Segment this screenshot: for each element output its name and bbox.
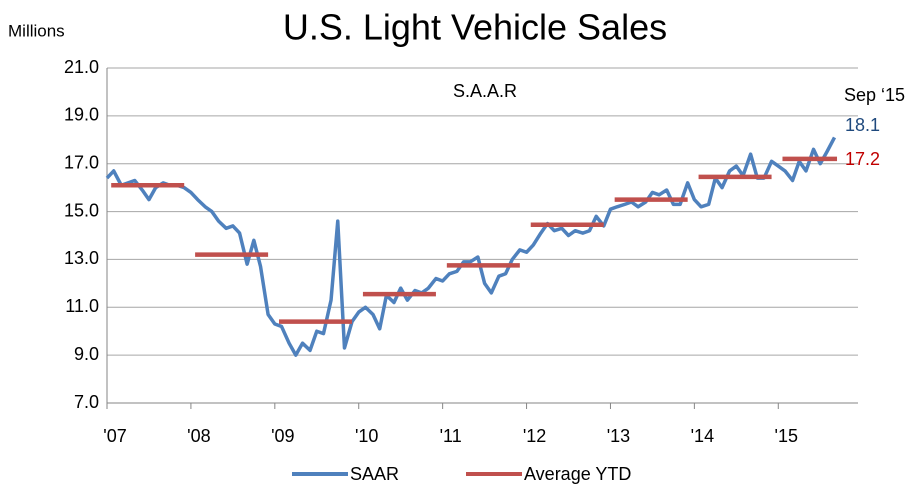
y-tick-label: 11.0 (65, 296, 99, 316)
y-tick-label: 21.0 (64, 57, 99, 77)
legend-label: Average YTD (524, 464, 631, 484)
x-tick-label: '09 (271, 426, 294, 446)
saar-line (105, 136, 837, 357)
x-tick-label: '07 (103, 426, 126, 446)
y-tick-label: 7.0 (74, 392, 99, 412)
annotation: S.A.A.R (453, 81, 517, 101)
x-tick-label: '14 (691, 426, 714, 446)
chart-title: U.S. Light Vehicle Sales (283, 7, 667, 48)
y-tick-label: 9.0 (74, 344, 99, 364)
x-tick-label: '15 (775, 426, 798, 446)
annotation: Sep ‘15 (844, 85, 905, 105)
y-tick-label: 15.0 (64, 200, 99, 220)
x-tick-label: '13 (607, 426, 630, 446)
y-tick-label: 17.0 (64, 152, 99, 172)
annotation: 18.1 (845, 115, 880, 135)
y-axis-label: Millions (8, 21, 65, 40)
x-tick-label: '08 (187, 426, 210, 446)
x-tick-label: '10 (355, 426, 378, 446)
x-tick-label: '11 (440, 426, 462, 446)
x-tick-label: '12 (523, 426, 546, 446)
legend-label: SAAR (350, 464, 399, 484)
annotation: 17.2 (845, 149, 880, 169)
y-tick-label: 19.0 (64, 105, 99, 125)
y-tick-label: 13.0 (64, 248, 99, 268)
